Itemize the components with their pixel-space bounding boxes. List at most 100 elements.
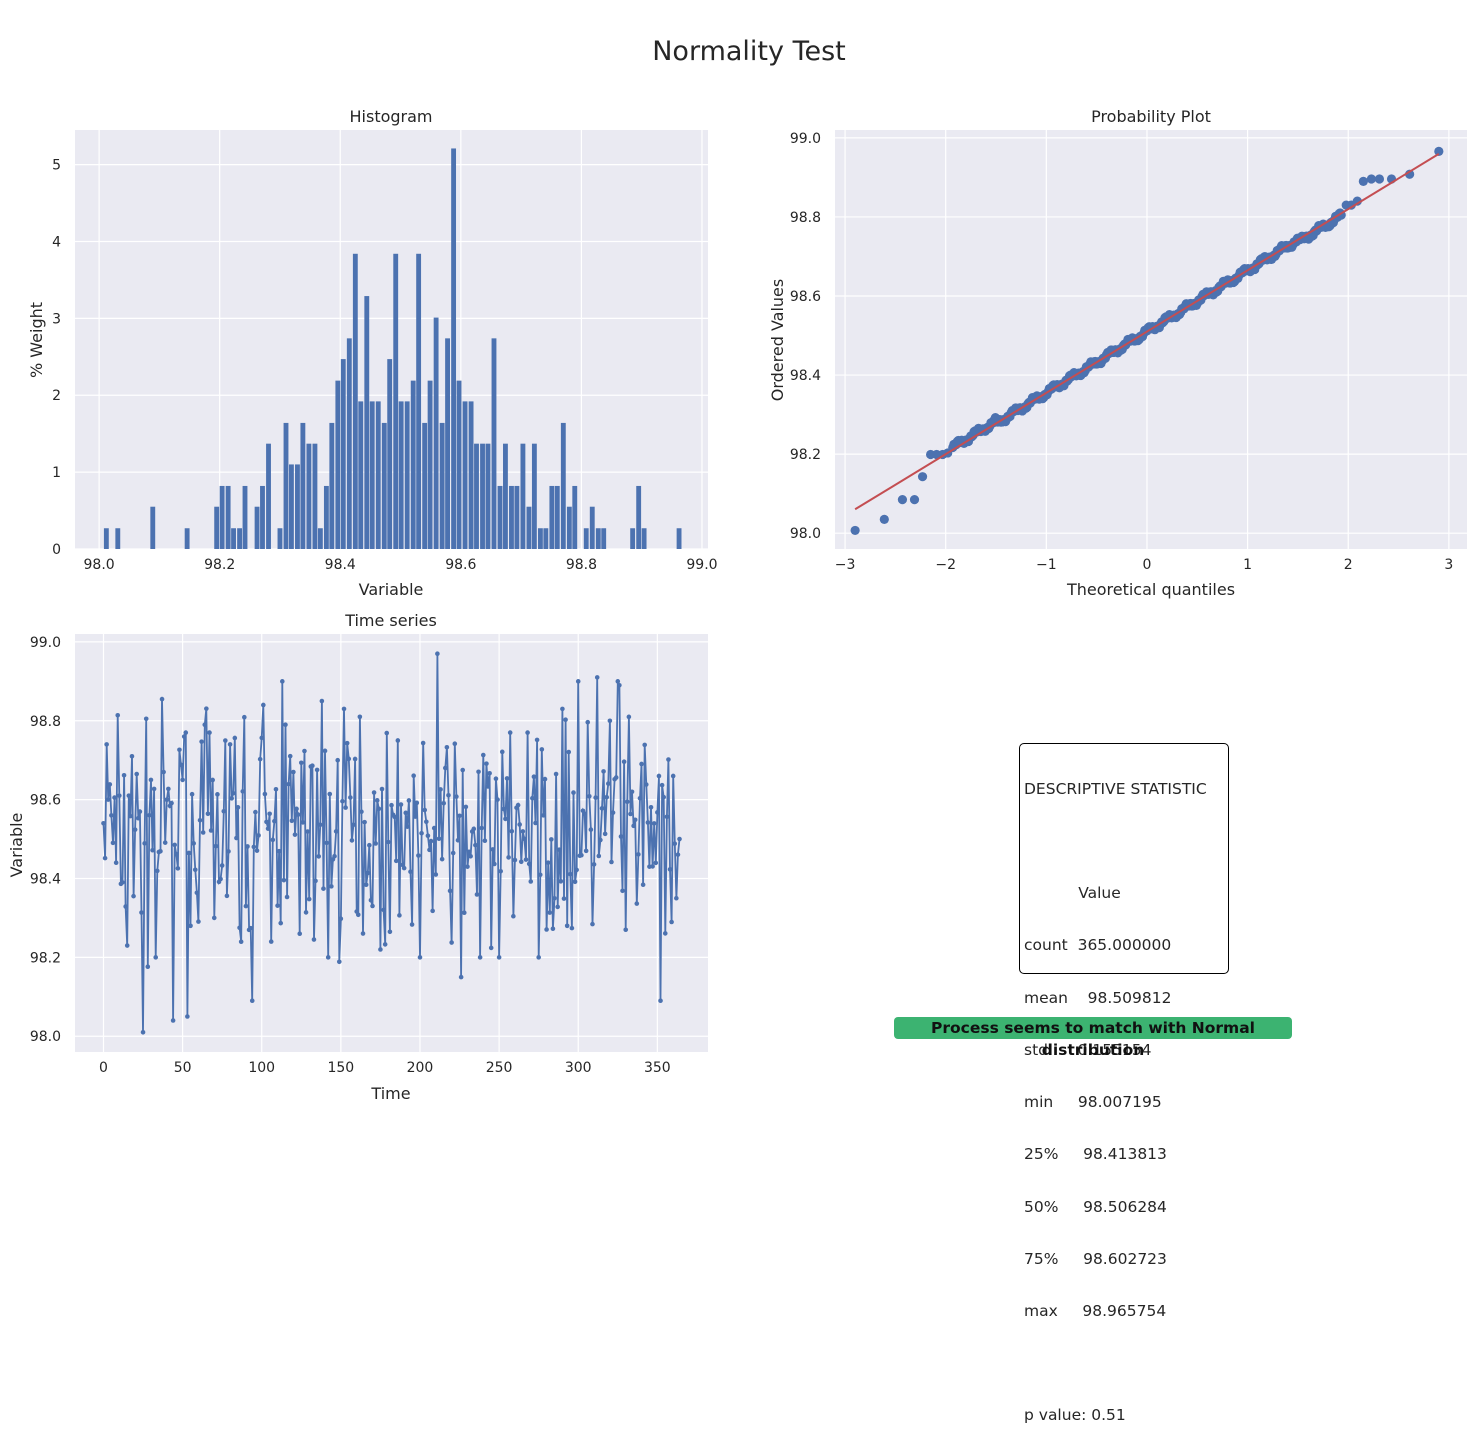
- time-series-point: [419, 830, 424, 836]
- time-series-point: [525, 730, 530, 735]
- time-series-point: [221, 808, 227, 814]
- time-series-point: [601, 769, 606, 774]
- histogram-bar: [237, 528, 243, 549]
- histogram-bar: [560, 422, 566, 549]
- histogram-bar: [531, 443, 537, 549]
- time-series-point: [109, 813, 114, 818]
- time-series-point: [588, 827, 594, 832]
- time-series-point: [454, 794, 459, 799]
- histogram-bar: [468, 401, 474, 549]
- time-series-point: [528, 879, 534, 884]
- stats-header: Value: [1024, 884, 1121, 903]
- time-series-point: [211, 915, 217, 921]
- time-series-point: [412, 814, 418, 819]
- time-series-point: [313, 878, 318, 884]
- histogram-ytick-label: 3: [52, 311, 61, 327]
- time-series-point: [465, 864, 470, 869]
- probability-point: [1366, 174, 1376, 184]
- time-series-point: [667, 867, 673, 872]
- time-series-point: [143, 716, 149, 722]
- time-series-point: [632, 817, 638, 823]
- histogram-bar: [288, 464, 294, 549]
- time-series-point: [634, 901, 640, 906]
- time-series-point: [102, 855, 108, 861]
- time-series-point: [131, 893, 136, 899]
- time-series-point: [367, 842, 372, 848]
- time-series-point: [416, 853, 421, 858]
- time-series-point: [401, 865, 407, 871]
- time-series-point: [661, 794, 666, 800]
- probability-point: [917, 472, 928, 482]
- stats-blank-2: [1024, 1355, 1224, 1372]
- time-series-point: [579, 852, 584, 858]
- stats-pvalue: p value: 0.51: [1024, 1406, 1126, 1425]
- stats-row-std: std 0.155154: [1024, 1041, 1224, 1059]
- time-series-point: [599, 806, 605, 811]
- time-series-point: [666, 757, 671, 762]
- time-series-point: [393, 858, 399, 864]
- time-series-point: [537, 872, 543, 878]
- time-series-point: [272, 818, 277, 824]
- time-series-point: [329, 884, 334, 889]
- time-series-point: [159, 696, 165, 702]
- figure-canvas: Normality Test 98.0 98.2 98.4 98.6 98.8 99.00…: [7, 36, 1467, 1103]
- histogram-bar: [306, 443, 312, 549]
- histogram-bar: [491, 338, 497, 549]
- time-series-point: [192, 867, 198, 873]
- time-series-point: [140, 1029, 146, 1035]
- time-series-point: [128, 813, 133, 819]
- time-series-point: [281, 877, 287, 883]
- time-series-point: [284, 894, 290, 900]
- histogram-bar: [375, 401, 381, 549]
- time-series-point: [267, 811, 272, 817]
- histogram-bar: [583, 528, 589, 549]
- stats-title: DESCRIPTIVE STATISTIC: [1024, 779, 1207, 798]
- time-series-point: [229, 796, 234, 801]
- time-series-point: [256, 833, 261, 838]
- histogram-xtick-label: 99.0: [686, 557, 717, 573]
- time-series-point: [101, 820, 106, 826]
- probability-point: [850, 525, 860, 536]
- stats-row-count: count 365.000000: [1024, 936, 1172, 955]
- time-series-point: [545, 860, 551, 865]
- histogram-bar: [543, 528, 549, 549]
- time-series-point: [598, 837, 603, 843]
- time-series-point: [327, 791, 333, 797]
- histogram-bar: [300, 422, 306, 549]
- time-series-point: [359, 809, 364, 814]
- time-series-point: [185, 1014, 190, 1019]
- time-series-point: [154, 868, 160, 874]
- histogram-bar: [335, 380, 341, 549]
- histogram-bar: [497, 485, 503, 549]
- time-series-xlabel: Time: [370, 1084, 410, 1103]
- histogram-bar: [364, 296, 370, 549]
- time-series-point: [583, 848, 589, 854]
- probability-plot-area: [835, 130, 1467, 549]
- time-series-point: [602, 831, 608, 837]
- time-series-ytick-label: 99.0: [30, 635, 61, 651]
- time-series-point: [449, 940, 454, 945]
- histogram-bar: [462, 401, 468, 549]
- time-series-point: [446, 792, 451, 798]
- time-series-point: [512, 857, 518, 863]
- time-series-point: [344, 740, 350, 746]
- time-series-point: [397, 913, 402, 918]
- histogram-bar: [537, 528, 543, 549]
- time-series-point: [473, 842, 478, 848]
- histogram-bar: [549, 485, 555, 549]
- histogram-bar: [103, 528, 109, 549]
- probability-xtick-label: 2: [1344, 557, 1353, 573]
- time-series-point: [425, 833, 431, 839]
- time-series-point: [674, 895, 679, 901]
- time-series-point: [145, 964, 151, 970]
- histogram-bar: [439, 422, 445, 549]
- histogram-xtick-label: 98.2: [204, 557, 235, 573]
- time-series-point: [275, 903, 280, 908]
- time-series-point: [261, 702, 266, 708]
- time-series-point: [653, 860, 659, 866]
- histogram-bar: [352, 253, 358, 549]
- time-series-point: [126, 793, 132, 798]
- probability-ytick-label: 98.0: [790, 526, 821, 542]
- time-series-point: [574, 867, 579, 873]
- time-series-point: [205, 811, 211, 817]
